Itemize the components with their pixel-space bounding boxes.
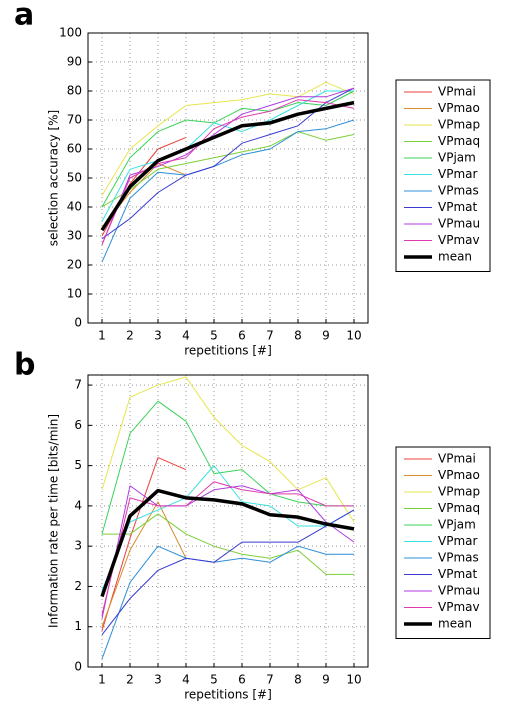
y-tick-label: 70 <box>67 113 82 127</box>
x-tick-label: 8 <box>294 329 302 343</box>
x-tick-label: 4 <box>182 673 190 687</box>
series-line <box>100 488 355 598</box>
legend-label: VPjam <box>438 151 476 165</box>
y-tick-label: 7 <box>74 378 82 392</box>
legend-label: VPmao <box>438 468 480 482</box>
series-line <box>101 400 354 535</box>
y-tick-label: 40 <box>67 200 82 214</box>
legend-label: VPmau <box>438 584 480 598</box>
legend-label: VPmaq <box>438 501 480 515</box>
legend-label: VPmap <box>438 485 480 499</box>
series-line <box>102 513 354 575</box>
legend-label: VPmar <box>438 534 477 548</box>
x-tick-label: 7 <box>266 329 274 343</box>
series-line <box>101 501 187 627</box>
legend-label: VPmav <box>438 600 480 614</box>
y-axis-label: selection accuracy [%] <box>47 110 61 246</box>
x-tick-label: 1 <box>98 673 106 687</box>
panel-label: a <box>14 0 34 33</box>
x-tick-label: 2 <box>126 673 134 687</box>
legend-label: VPmao <box>438 101 480 115</box>
x-tick-label: 5 <box>210 329 218 343</box>
series-line <box>101 90 355 208</box>
series-line <box>101 119 355 263</box>
legend-label: VPjam <box>438 518 476 532</box>
legend-label: mean <box>438 617 472 631</box>
series-line <box>101 87 355 240</box>
x-tick-label: 1 <box>98 329 106 343</box>
y-tick-label: 10 <box>67 287 82 301</box>
legend-label: VPmat <box>438 200 477 214</box>
y-tick-label: 100 <box>59 26 82 40</box>
x-tick-label: 8 <box>294 673 302 687</box>
x-tick-label: 6 <box>238 329 246 343</box>
y-tick-label: 5 <box>74 458 82 472</box>
x-tick-label: 4 <box>182 329 190 343</box>
x-tick-label: 2 <box>126 329 134 343</box>
x-tick-label: 7 <box>266 673 274 687</box>
series-line <box>101 376 355 523</box>
legend-label: VPmas <box>438 184 479 198</box>
legend-label: VPmai <box>438 85 476 99</box>
legend-box <box>395 446 491 639</box>
y-tick-label: 90 <box>67 55 82 69</box>
y-tick-label: 6 <box>74 418 82 432</box>
y-tick-label: 60 <box>67 142 82 156</box>
x-tick-label: 9 <box>322 329 330 343</box>
x-tick-label: 10 <box>346 673 361 687</box>
x-tick-label: 9 <box>322 673 330 687</box>
legend-label: mean <box>438 250 472 264</box>
panel-label: b <box>14 348 35 383</box>
series-line <box>100 100 355 232</box>
series-line <box>101 465 355 591</box>
y-tick-label: 1 <box>74 619 82 633</box>
x-tick-label: 6 <box>238 673 246 687</box>
legend-label: VPmav <box>438 233 480 247</box>
y-tick-label: 4 <box>74 498 82 512</box>
x-axis-label: repetitions [#] <box>184 688 272 702</box>
x-tick-label: 3 <box>154 329 162 343</box>
series-line <box>101 131 355 208</box>
legend-label: VPmaq <box>438 134 480 148</box>
axes-frame <box>87 32 369 324</box>
y-tick-label: 0 <box>74 316 82 330</box>
axes-frame <box>87 374 369 668</box>
y-tick-label: 3 <box>74 539 82 553</box>
legend-label: VPmat <box>438 567 477 581</box>
series-line <box>101 136 187 237</box>
series-line <box>101 99 355 245</box>
series-line <box>101 457 187 631</box>
series-line <box>101 81 355 196</box>
series-line <box>101 509 355 636</box>
x-axis-label: repetitions [#] <box>184 344 272 358</box>
y-tick-label: 2 <box>74 579 82 593</box>
x-tick-label: 10 <box>346 329 361 343</box>
legend-label: VPmai <box>438 452 476 466</box>
series-line <box>101 485 355 619</box>
legend-label: VPmar <box>438 167 477 181</box>
y-tick-label: 20 <box>67 258 82 272</box>
legend-label: VPmap <box>438 118 480 132</box>
legend-label: VPmas <box>438 551 479 565</box>
x-tick-label: 3 <box>154 673 162 687</box>
y-axis-label: Information rate per time [bits/min] <box>47 414 61 628</box>
y-tick-label: 50 <box>67 171 82 185</box>
y-tick-label: 80 <box>67 84 82 98</box>
y-tick-label: 30 <box>67 229 82 243</box>
x-tick-label: 5 <box>210 673 218 687</box>
y-tick-label: 0 <box>74 660 82 674</box>
legend-label: VPmau <box>438 217 480 231</box>
series-line <box>101 90 354 222</box>
legend-box <box>395 79 491 272</box>
series-line <box>101 545 354 660</box>
